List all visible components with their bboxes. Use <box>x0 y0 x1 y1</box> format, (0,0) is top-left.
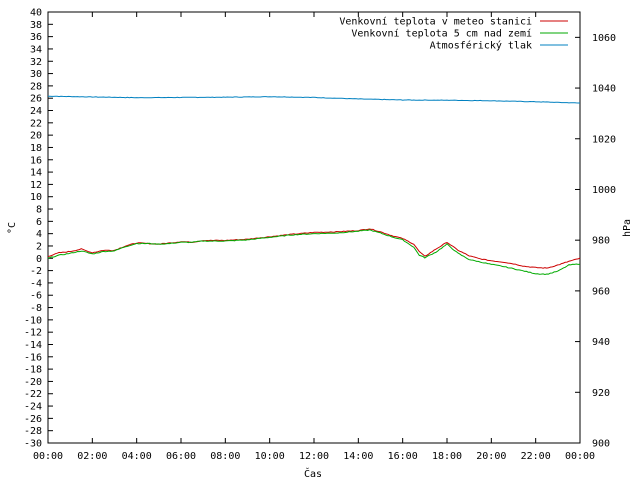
y-tick-label: 34 <box>30 44 42 55</box>
x-tick-label: 06:00 <box>166 451 196 462</box>
x-tick-label: 00:00 <box>33 451 63 462</box>
y-tick-label: -14 <box>24 340 42 351</box>
y-tick-label: -26 <box>24 414 42 425</box>
y-tick-label: 32 <box>30 57 42 68</box>
series-line-2 <box>48 95 580 104</box>
x-tick-label: 02:00 <box>77 451 107 462</box>
y-tick-label: -28 <box>24 426 42 437</box>
y-tick-label: 0 <box>36 254 42 265</box>
x-axis-label: Čas <box>304 467 322 480</box>
y-tick-label: 26 <box>30 94 42 105</box>
y-tick-label: 18 <box>30 143 42 154</box>
y-tick-label: 22 <box>30 118 42 129</box>
y-tick-label: -12 <box>24 328 42 339</box>
series-layer <box>47 95 581 276</box>
y2-tick-label: 980 <box>592 236 610 247</box>
plot-frame <box>47 11 581 444</box>
axes <box>47 11 581 444</box>
y2-tick-label: 1060 <box>592 33 616 44</box>
y-tick-label: 8 <box>36 205 42 216</box>
y-tick-label: -24 <box>24 402 42 413</box>
y-tick-label: 40 <box>30 8 42 19</box>
y2-tick-label: 960 <box>592 286 610 297</box>
y2-tick-label: 1000 <box>592 185 616 196</box>
x-tick-label: 18:00 <box>432 451 462 462</box>
y2-tick-label: 940 <box>592 337 610 348</box>
y-tick-label: -4 <box>30 278 42 289</box>
y-tick-label: -22 <box>24 389 42 400</box>
y-tick-label: 10 <box>30 192 42 203</box>
series-line-0 <box>47 228 581 269</box>
y-tick-label: 20 <box>30 131 42 142</box>
y-tick-label: 2 <box>36 241 42 252</box>
y-tick-label: 12 <box>30 180 42 191</box>
x-tick-label: 16:00 <box>388 451 418 462</box>
y2-axis-label: hPa <box>622 219 633 237</box>
x-tick-label: 08:00 <box>210 451 240 462</box>
y-tick-label: 16 <box>30 155 42 166</box>
y-tick-label: 36 <box>30 32 42 43</box>
y-tick-label: 30 <box>30 69 42 80</box>
y-tick-label: 38 <box>30 20 42 31</box>
legend-label: Venkovní teplota v meteo stanici <box>339 16 532 28</box>
y2-tick-label: 1040 <box>592 84 616 95</box>
y2-tick-label: 900 <box>592 439 610 450</box>
y-tick-label: -6 <box>30 291 42 302</box>
y-tick-label: -16 <box>24 352 42 363</box>
y2-tick-label: 920 <box>592 388 610 399</box>
y2-tick-label: 1020 <box>592 134 616 145</box>
x-axis-ticks: 00:00 02:00 04:00 06:00 08:00 10:00 12:00 14:00… <box>33 12 595 462</box>
x-tick-label: 22:00 <box>521 451 551 462</box>
y-tick-label: 14 <box>30 168 42 179</box>
y-axis-label: °C <box>7 222 18 234</box>
x-tick-label: 04:00 <box>122 451 152 462</box>
y-tick-label: 24 <box>30 106 42 117</box>
legend-label: Atmosférický tlak <box>430 40 532 52</box>
y-tick-label: -18 <box>24 365 42 376</box>
y-axis-ticks: -30-28-26-24-22-20-18-16-14-12-10-8-6-4-… <box>24 8 53 450</box>
x-tick-label: 10:00 <box>255 451 285 462</box>
legend-label: Venkovní teplota 5 cm nad zemí <box>351 28 532 40</box>
y-tick-label: -8 <box>30 303 42 314</box>
y-tick-label: -2 <box>30 266 42 277</box>
x-tick-label: 00:00 <box>565 451 595 462</box>
y-tick-label: 6 <box>36 217 42 228</box>
series-line-1 <box>47 229 581 276</box>
x-tick-label: 12:00 <box>299 451 329 462</box>
y-tick-label: -10 <box>24 315 42 326</box>
y-tick-label: -30 <box>24 439 42 450</box>
y-tick-label: -20 <box>24 377 42 388</box>
y2-axis-ticks: 900 920 940 960 980 1000 1020 1040 1060 <box>575 33 616 450</box>
y-tick-label: 28 <box>30 81 42 92</box>
x-tick-label: 14:00 <box>343 451 373 462</box>
x-tick-label: 20:00 <box>476 451 506 462</box>
y-tick-label: 4 <box>36 229 42 240</box>
legend: Venkovní teplota v meteo staniciVenkovní… <box>339 16 568 52</box>
